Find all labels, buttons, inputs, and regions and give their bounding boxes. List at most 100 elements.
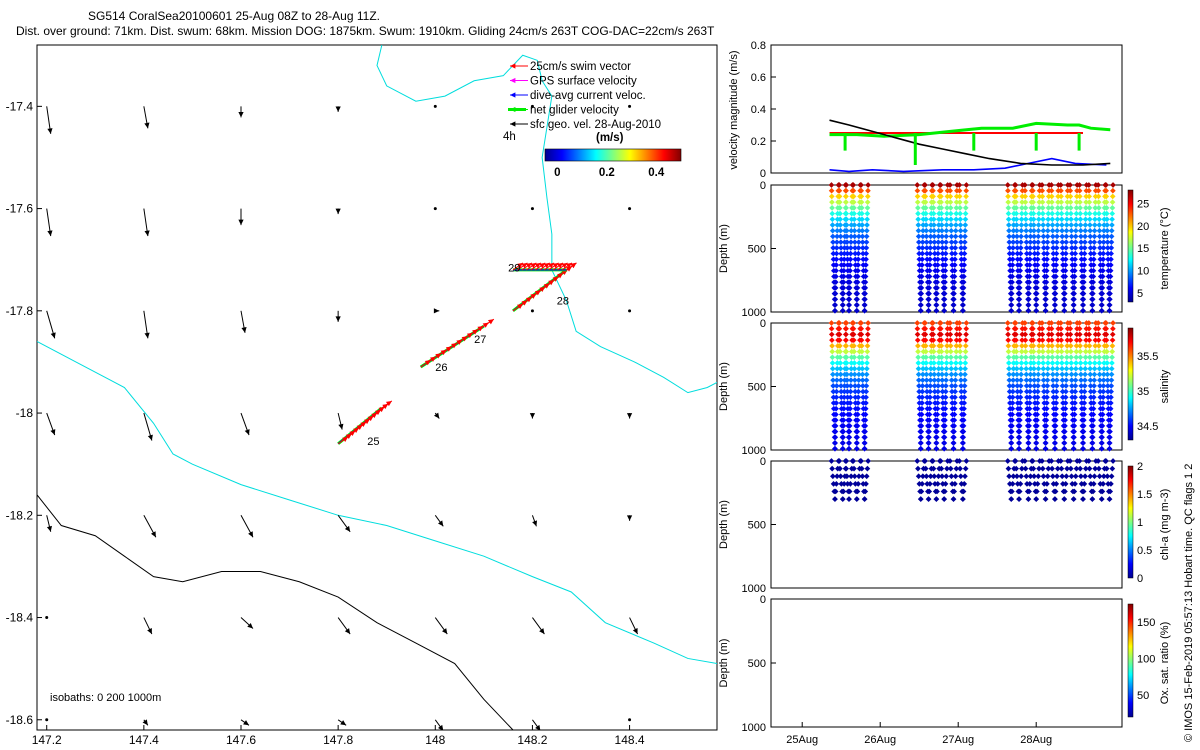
profile-marker — [927, 481, 933, 487]
profile-marker — [953, 331, 960, 338]
swim-vector-head — [367, 415, 374, 422]
profile-marker — [948, 354, 954, 361]
profile-marker — [1092, 205, 1099, 211]
profile-marker — [1073, 348, 1080, 355]
profile-marker — [864, 199, 871, 205]
profile-marker — [1080, 290, 1087, 297]
profile-marker — [850, 193, 857, 200]
profile-marker — [938, 360, 945, 366]
profile-marker — [859, 233, 866, 240]
profile-axes-box — [770, 460, 1123, 589]
profile-marker — [919, 245, 926, 251]
profile-marker — [962, 210, 969, 217]
profile-marker — [1082, 210, 1089, 217]
profile-marker — [846, 296, 853, 303]
profile-marker — [1098, 496, 1105, 502]
profile-marker — [851, 343, 857, 349]
profile-marker — [833, 250, 840, 257]
profile-marker — [1031, 239, 1038, 245]
profile-marker — [863, 233, 870, 240]
profile-marker — [862, 273, 869, 280]
profile-marker — [1018, 354, 1025, 361]
profile-marker — [1041, 388, 1047, 395]
profile-marker — [1095, 458, 1102, 464]
profile-marker — [1103, 210, 1110, 217]
profile-marker — [847, 273, 853, 280]
profile-marker — [935, 222, 942, 228]
profile-marker — [942, 273, 948, 280]
profile-marker — [957, 348, 963, 355]
profile-marker — [1013, 227, 1020, 234]
profile-marker — [1103, 205, 1110, 211]
profile-marker — [1089, 296, 1096, 303]
profile-marker — [1022, 187, 1028, 194]
profile-marker — [858, 193, 865, 200]
profile-marker — [1050, 233, 1056, 240]
profile-marker — [930, 331, 936, 338]
profile-marker — [1100, 377, 1107, 383]
profile-marker — [1108, 388, 1114, 395]
map-ytick-label: -17.6 — [6, 202, 34, 216]
geo-vel-arrow-head — [244, 429, 250, 436]
profile-marker — [837, 360, 844, 366]
profile-marker — [1022, 320, 1028, 326]
profile-marker — [1013, 343, 1019, 349]
legend-label: 25cm/s swim vector — [530, 61, 631, 73]
geo-vel-arrow-head — [535, 724, 541, 730]
profile-marker — [859, 383, 866, 389]
profile-marker — [1012, 325, 1019, 332]
profile-marker — [1009, 405, 1016, 412]
profile-marker — [834, 239, 840, 245]
profile-marker — [1006, 227, 1012, 234]
profile-marker — [919, 405, 925, 412]
profile-marker — [1095, 325, 1102, 332]
profile-marker — [931, 377, 938, 383]
profile-marker — [836, 199, 843, 205]
profile-marker — [1054, 227, 1060, 234]
profile-marker — [1023, 371, 1030, 378]
isobaths-label: isobaths: 0 200 1000m — [50, 692, 161, 704]
profile-marker — [1039, 182, 1045, 188]
velocity-ytick-label: 0.2 — [751, 136, 766, 148]
profile-marker — [926, 488, 933, 495]
profile-marker — [1107, 428, 1113, 435]
profile-marker — [939, 233, 945, 240]
profile-marker — [1078, 371, 1084, 378]
profile-marker — [1096, 365, 1103, 372]
profile-marker — [852, 256, 859, 263]
profile-marker — [934, 267, 941, 274]
colorbar-tick-label: 10 — [1137, 266, 1149, 278]
profile-marker — [1096, 205, 1102, 211]
profile-marker — [830, 233, 836, 240]
profile-marker — [1040, 348, 1046, 355]
geo-vel-arrow-head — [340, 720, 347, 726]
profile-marker — [1045, 354, 1051, 361]
profile-marker — [1100, 371, 1107, 378]
profile-marker — [1058, 216, 1065, 223]
profile-marker — [1062, 285, 1068, 291]
profile-marker — [914, 337, 921, 343]
profile-marker — [919, 388, 926, 395]
profile-marker — [1086, 354, 1093, 361]
profile-marker — [854, 434, 860, 441]
profile-marker — [923, 360, 929, 366]
map-colorbar — [544, 148, 682, 162]
profile-marker — [1035, 227, 1042, 234]
profile-marker — [957, 222, 964, 228]
profile-marker — [1034, 256, 1041, 263]
profile-marker — [1044, 262, 1050, 268]
profile-marker — [1043, 411, 1050, 418]
profile-marker — [960, 428, 967, 435]
profile-marker — [1096, 473, 1103, 480]
profile-marker — [1014, 239, 1020, 245]
profile-marker — [1062, 423, 1068, 429]
profile-marker — [1044, 227, 1051, 234]
profile-marker — [961, 400, 968, 406]
profile-marker — [1059, 250, 1066, 257]
profile-marker — [1077, 360, 1084, 366]
profile-ytick-label: 1000 — [742, 583, 766, 595]
profile-marker — [914, 458, 921, 464]
profile-marker — [1052, 428, 1059, 435]
profile-marker — [931, 383, 938, 389]
